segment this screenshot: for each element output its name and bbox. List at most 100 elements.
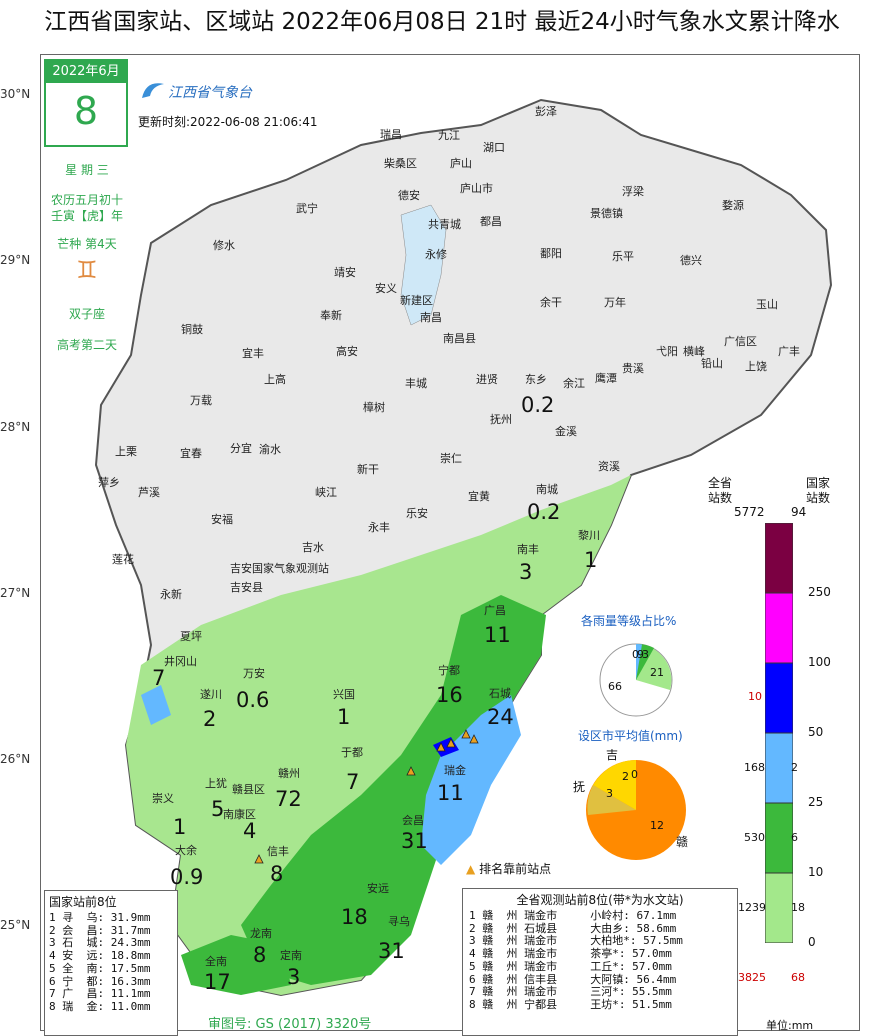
city-pie-label-fu: 抚 bbox=[573, 780, 586, 794]
gemini-icon: ♊ bbox=[76, 256, 98, 284]
table-row: 8 赣 州 宁都县 王坊*: 51.5mm bbox=[469, 997, 672, 1011]
marker-triangle-icon: ▲ bbox=[466, 862, 476, 876]
city-label: 赣县区 bbox=[232, 783, 265, 796]
city-label: 会昌 bbox=[402, 814, 424, 827]
rain-area-blue bbox=[421, 695, 521, 865]
city-label: 莲花 bbox=[112, 553, 134, 566]
city-label: 崇仁 bbox=[440, 452, 462, 465]
city-label: 高安 bbox=[336, 345, 358, 358]
city-label: 南城 bbox=[536, 483, 558, 496]
rank-pie-label-1: 3 bbox=[642, 648, 649, 661]
rain-value: 24 bbox=[487, 705, 514, 729]
calendar-lunar: 农历五月初十 bbox=[50, 193, 123, 207]
table-row: 7 赣 州 瑞金市 三河*: 55.5mm bbox=[469, 985, 672, 999]
legend-left-count-2: 530 bbox=[744, 831, 765, 844]
city-label: 东乡 bbox=[525, 373, 547, 386]
rank-pie-label-4: 66 bbox=[608, 680, 622, 693]
all-top8-panel: 全省观测站前8位(带*为水文站) 1 赣 州 瑞金市 小岭村: 67.1mm 2 … bbox=[462, 888, 738, 1036]
city-label: 崇义 bbox=[152, 792, 174, 805]
legend-right-count-2: 18 bbox=[791, 901, 805, 914]
calendar-weekday: 星 期 三 bbox=[65, 163, 109, 177]
legend-header-right: 国家 站数 bbox=[806, 476, 830, 506]
city-label: 安义 bbox=[375, 282, 397, 295]
rain-value: 5 bbox=[211, 797, 225, 821]
legend-right-count-1: 6 bbox=[791, 831, 798, 844]
rain-value: 16 bbox=[436, 683, 463, 707]
city-label: 贵溪 bbox=[622, 362, 644, 375]
city-label: 广昌 bbox=[484, 604, 506, 617]
rain-value: 3 bbox=[519, 560, 533, 584]
city-label: 新建区 bbox=[400, 294, 433, 307]
legend-color-0 bbox=[765, 523, 793, 594]
rain-value: 1 bbox=[584, 548, 598, 572]
rain-value: 31 bbox=[378, 939, 405, 963]
rain-value: 7 bbox=[152, 666, 166, 690]
city-label: 武宁 bbox=[296, 202, 318, 215]
rain-value: 0.2 bbox=[527, 500, 561, 524]
city-label: 余干 bbox=[540, 296, 562, 309]
rain-area-mid-2 bbox=[181, 935, 291, 995]
city-label: 上饶 bbox=[745, 360, 767, 373]
table-row: 1 寻 乌: 31.9mm bbox=[49, 911, 151, 924]
city-label: 金溪 bbox=[555, 425, 577, 438]
city-label: 上栗 bbox=[115, 445, 137, 458]
city-label: 彭泽 bbox=[535, 105, 557, 118]
city-label: 浮梁 bbox=[622, 185, 644, 198]
legend-header-right-text: 国家 站数 bbox=[806, 476, 831, 505]
table-row: 1 赣 州 瑞金市 小岭村: 67.1mm bbox=[469, 909, 677, 922]
table-row: 2 赣 州 石城县 大由乡: 58.6mm bbox=[469, 921, 677, 935]
city-label: 吉水 bbox=[302, 541, 324, 554]
city-label: 新干 bbox=[357, 463, 379, 476]
lat-29: 29°N bbox=[0, 253, 31, 267]
city-label: 广信区 bbox=[724, 335, 757, 348]
city-label: 遂川 bbox=[200, 688, 222, 701]
lat-27: 27°N bbox=[0, 586, 31, 600]
city-label: 吉安国家气象观测站 bbox=[230, 562, 329, 575]
legend-break-50: 50 bbox=[808, 725, 824, 739]
city-label: 广丰 bbox=[778, 345, 800, 358]
city-label: 瑞金 bbox=[444, 764, 466, 777]
lat-25: 25°N bbox=[0, 918, 31, 932]
table-row: 7 广 昌: 11.1mm bbox=[49, 987, 151, 1001]
rain-value: 18 bbox=[341, 905, 368, 929]
city-label: 安远 bbox=[367, 882, 389, 895]
city-label: 大余 bbox=[175, 844, 197, 857]
lat-30: 30°N bbox=[0, 87, 31, 101]
city-label: 修水 bbox=[213, 239, 235, 252]
city-label: 玉山 bbox=[756, 298, 778, 311]
city-label: 上高 bbox=[264, 373, 286, 386]
city-pie-label-ji: 吉 bbox=[606, 748, 619, 762]
all-top8-title: 全省观测站前8位(带*为水文站) bbox=[516, 893, 684, 907]
legend-color-5 bbox=[765, 872, 793, 943]
table-row: 5 赣 州 瑞金市 工丘*: 57.0mm bbox=[469, 959, 672, 973]
national-top8-rows: 1 寻 乌: 31.9mm 2 会 昌: 31.7mm 3 石 城: 24.3mm 4… bbox=[49, 911, 173, 1014]
update-time: 更新时刻:2022-06-08 21:06:41 bbox=[138, 115, 318, 129]
city-label: 石城 bbox=[489, 687, 511, 700]
rain-value: 0.9 bbox=[170, 865, 204, 889]
city-label: 峡江 bbox=[315, 486, 337, 499]
city-label: 芦溪 bbox=[138, 486, 160, 499]
city-label: 鹰潭 bbox=[595, 372, 617, 385]
national-top8-panel: 国家站前8位 1 寻 乌: 31.9mm 2 会 昌: 31.7mm 3 石 城: … bbox=[44, 890, 178, 1036]
review-number: 审图号: GS (2017) 3320号 bbox=[208, 1017, 372, 1032]
city-label: 万载 bbox=[190, 394, 212, 407]
city-label: 信丰 bbox=[267, 845, 289, 858]
city-label: 都昌 bbox=[480, 215, 502, 228]
rain-level-pie bbox=[599, 643, 673, 717]
city-label: 铜鼓 bbox=[181, 323, 203, 336]
city-label: 景德镇 bbox=[590, 207, 623, 220]
legend-break-100: 100 bbox=[808, 655, 831, 669]
legend-header-left-text: 全省 站数 bbox=[708, 476, 733, 505]
city-label: 宜丰 bbox=[242, 347, 264, 360]
jiangxi-meteorological-logo: 江西省气象台 bbox=[138, 76, 278, 106]
legend-top-left: 5772 bbox=[734, 505, 765, 519]
city-label: 婺源 bbox=[722, 199, 744, 212]
legend-break-25: 25 bbox=[808, 795, 824, 809]
city-label: 奉新 bbox=[320, 309, 342, 322]
rain-value: 4 bbox=[243, 819, 257, 843]
rain-value: 0.2 bbox=[521, 393, 555, 417]
calendar-day: 8 bbox=[73, 89, 99, 133]
legend-break-250: 250 bbox=[808, 585, 831, 599]
city-label: 全南 bbox=[205, 955, 227, 968]
top-station-markers bbox=[254, 729, 479, 864]
